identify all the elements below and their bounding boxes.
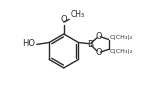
Text: B: B <box>87 40 93 49</box>
Text: O: O <box>96 48 103 57</box>
Text: O: O <box>96 32 103 41</box>
Text: HO: HO <box>22 39 35 48</box>
Text: C(CH₃)₂: C(CH₃)₂ <box>110 49 133 54</box>
Text: CH₃: CH₃ <box>70 10 84 19</box>
Text: O: O <box>60 15 67 24</box>
Text: C(CH₃)₂: C(CH₃)₂ <box>110 35 133 40</box>
